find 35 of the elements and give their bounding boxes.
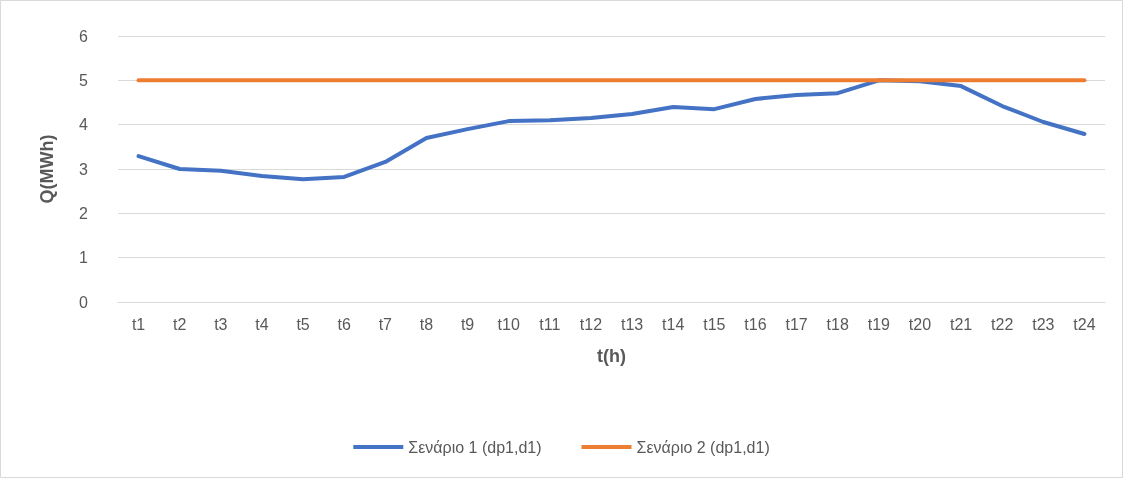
x-tick-label: t23 (1032, 315, 1055, 333)
x-tick-label: t1 (131, 315, 146, 333)
x-tick-label: t19 (867, 315, 891, 333)
y-tick-label: 3 (79, 160, 89, 178)
x-tick-label: t22 (991, 315, 1014, 333)
x-tick-label: t6 (337, 315, 351, 333)
y-tick-label: 0 (79, 293, 89, 311)
y-axis-title: Q(MWh) (37, 134, 57, 204)
x-tick-label: t16 (744, 315, 767, 333)
x-tick-label: t10 (497, 315, 520, 333)
x-tick-label: t11 (539, 315, 561, 333)
legend-label: Σενάριο 1 (dp1,d1) (408, 438, 542, 456)
x-tick-label: t21 (949, 315, 973, 333)
y-tick-label: 1 (79, 249, 89, 267)
x-tick-label: t3 (214, 315, 228, 333)
x-tick-label: t14 (662, 315, 685, 333)
x-tick-label: t15 (703, 315, 726, 333)
y-tick-label: 4 (79, 116, 89, 134)
legend-label: Σενάριο 2 (dp1,d1) (636, 438, 770, 456)
x-axis-title: t(h) (597, 346, 626, 366)
x-tick-label: t9 (460, 315, 475, 333)
x-tick-label: t7 (378, 315, 393, 333)
x-tick-label: t18 (826, 315, 849, 333)
x-tick-label: t2 (173, 315, 187, 333)
x-tick-label: t5 (296, 315, 310, 333)
x-tick-label: t24 (1073, 315, 1096, 333)
x-tick-label: t4 (255, 315, 269, 333)
y-tick-label: 2 (79, 204, 89, 222)
x-tick-label: t13 (620, 315, 644, 333)
y-tick-label: 6 (79, 27, 89, 45)
x-tick-label: t12 (579, 315, 603, 333)
x-tick-label: t17 (785, 315, 808, 333)
y-tick-label: 5 (79, 71, 89, 89)
x-tick-label: t20 (908, 315, 932, 333)
x-tick-label: t8 (419, 315, 434, 333)
